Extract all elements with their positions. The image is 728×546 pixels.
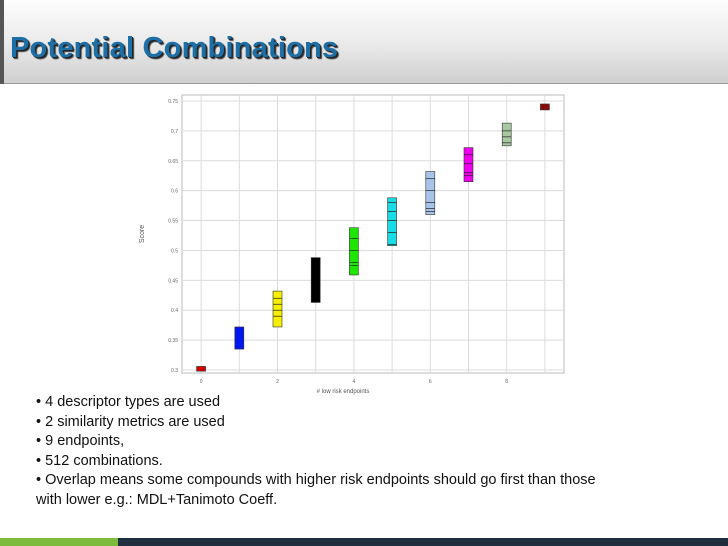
y-tick-label: 0.45 — [168, 278, 178, 284]
bullet-list: • 4 descriptor types are used • 2 simila… — [36, 393, 696, 510]
x-axis-label: # low risk endpoints — [317, 389, 370, 395]
x-tick-label: 0 — [200, 379, 203, 385]
y-tick-label: 0.7 — [171, 129, 178, 135]
slide-title: Potential Combinations — [10, 32, 339, 64]
y-tick-label: 0.3 — [171, 368, 178, 374]
box-x-4 — [349, 227, 359, 276]
chart-ticks: 0.3 0.35 0.4 0.45 0.5 0.55 0.6 0.65 0.7 0.75 0 2 4 6 8 — [168, 99, 508, 385]
box-x-3 — [310, 257, 321, 303]
title-bar: Potential Combinations — [0, 0, 728, 84]
bullet-item: • 4 descriptor types are used — [36, 394, 221, 410]
box-x-5 — [387, 197, 397, 246]
y-tick-label: 0.6 — [171, 189, 178, 195]
x-tick-label: 6 — [429, 379, 432, 385]
bullet-item: • 2 similarity metrics are used — [36, 413, 225, 430]
y-tick-label: 0.75 — [168, 99, 178, 105]
footer-bar — [0, 538, 728, 546]
y-tick-label: 0.65 — [168, 159, 178, 165]
box-x-2 — [272, 290, 283, 328]
title-bar-strip — [0, 0, 4, 84]
box-x-6 — [425, 171, 436, 215]
box-x-9 — [540, 103, 550, 111]
y-tick-label: 0.5 — [171, 248, 178, 254]
bullet-item: • 9 endpoints, — [36, 433, 125, 449]
y-tick-label: 0.55 — [168, 219, 178, 225]
bullet-item: with lower e.g.: MDL+Tanimoto Coeff. — [36, 491, 278, 508]
y-tick-label: 0.35 — [168, 338, 178, 344]
y-axis-label: Score — [139, 225, 146, 243]
x-tick-label: 8 — [505, 379, 508, 385]
box-x-8 — [501, 122, 512, 147]
bullet-item: • Overlap means some compounds with high… — [36, 472, 596, 488]
box-x-1 — [234, 326, 245, 350]
plot-area — [181, 94, 565, 374]
box-x-0 — [196, 366, 206, 372]
x-tick-label: 2 — [276, 379, 279, 385]
bullet-item: • 512 combinations. — [36, 452, 163, 469]
footer-accent — [0, 538, 118, 546]
score-chart: 0.3 0.35 0.4 0.45 0.5 0.55 0.6 0.65 0.7 0.75 0 2 4 6 8… — [139, 94, 565, 395]
chart-boxes — [196, 103, 550, 372]
box-x-7 — [463, 147, 474, 182]
y-tick-label: 0.4 — [171, 308, 178, 314]
x-tick-label: 4 — [353, 379, 356, 385]
